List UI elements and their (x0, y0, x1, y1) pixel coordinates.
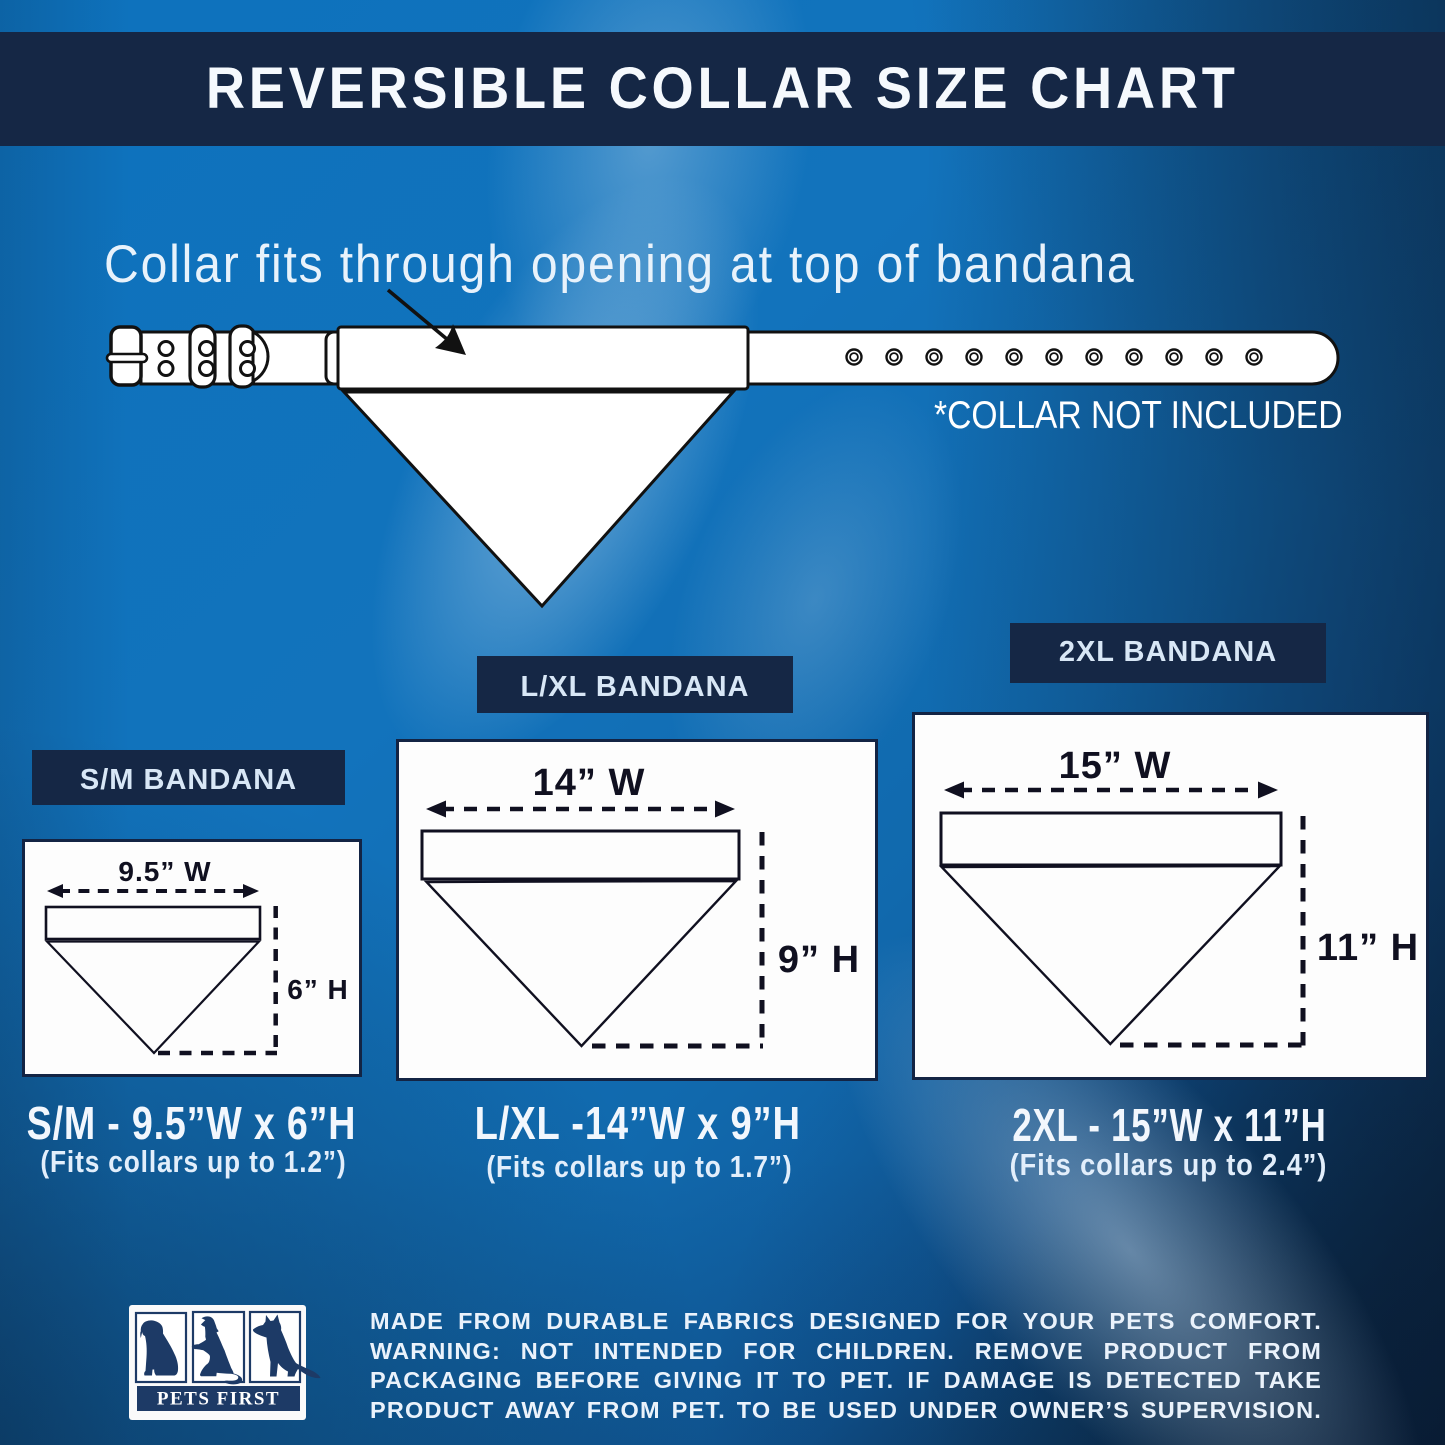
svg-text:PETS FIRST: PETS FIRST (157, 1389, 280, 1410)
svg-text:9.5” W: 9.5” W (118, 856, 211, 887)
svg-text:15” W: 15” W (1059, 745, 1172, 787)
svg-text:14” W: 14” W (533, 762, 646, 804)
svg-text:9” H: 9” H (778, 939, 860, 981)
svg-text:6” H: 6” H (287, 974, 349, 1005)
svg-text:11” H: 11” H (1317, 927, 1419, 969)
